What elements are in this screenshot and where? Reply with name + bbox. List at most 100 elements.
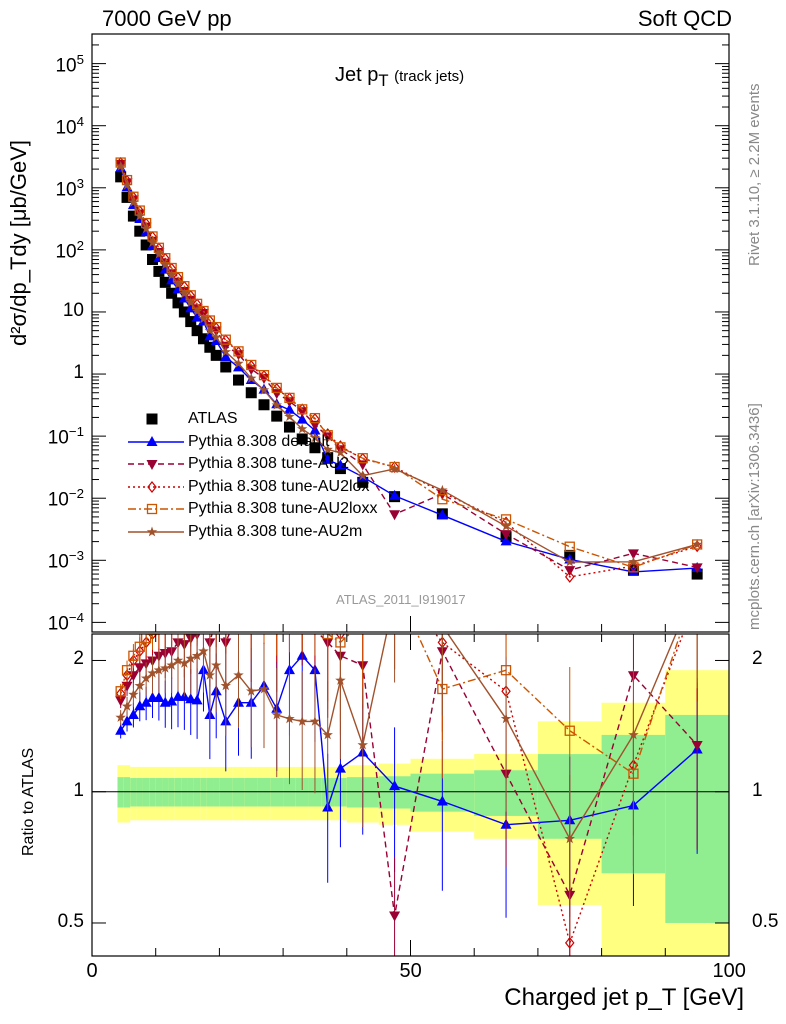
data-point — [178, 306, 190, 318]
ratio-point — [205, 599, 214, 608]
data-point — [259, 370, 269, 383]
ratio-point — [134, 680, 145, 691]
ratio-point — [246, 622, 257, 632]
ratio-point — [311, 585, 319, 595]
legend-swatch — [128, 460, 184, 471]
legend-swatch — [128, 526, 184, 537]
ratio-point — [693, 592, 701, 602]
data-point — [309, 432, 321, 443]
y-axis-label-ratio: Ratio to ATLAS — [20, 747, 37, 856]
x-tick-label: 0 — [86, 960, 98, 982]
data-point — [436, 509, 448, 520]
data-point — [322, 453, 334, 464]
ratio-point — [285, 582, 294, 591]
ratio-point — [206, 602, 214, 612]
ratio-point — [185, 693, 197, 704]
data-point — [357, 470, 368, 481]
ratio-point — [234, 586, 243, 595]
data-point — [140, 223, 152, 234]
inner-band-bin — [283, 778, 296, 807]
ratio-point — [391, 579, 399, 589]
axis-ticks — [91, 44, 730, 956]
ratio-point — [134, 700, 146, 711]
y-tick-label: 104 — [55, 113, 84, 139]
data-point — [185, 316, 197, 328]
y-tick-label: 10 — [62, 299, 84, 321]
data-point — [335, 447, 346, 458]
data-point — [220, 350, 232, 361]
data-point — [389, 489, 401, 500]
data-point — [147, 237, 158, 248]
data-point — [172, 278, 184, 289]
data-point — [127, 210, 139, 222]
data-point — [191, 305, 203, 316]
series-5-main — [115, 160, 703, 567]
legend-swatch — [128, 435, 184, 446]
x-tick-label: 100 — [712, 960, 746, 982]
plot-title-sub: T — [378, 71, 389, 90]
ratio-point — [211, 614, 222, 624]
data-point — [211, 331, 222, 342]
ratio-point — [140, 672, 152, 683]
data-point — [246, 372, 257, 383]
ratio-point — [221, 596, 230, 605]
data-point — [357, 476, 369, 488]
data-point — [271, 410, 283, 422]
ratio-point — [180, 609, 188, 619]
ratio-point — [198, 607, 209, 617]
data-point — [357, 453, 368, 464]
legend-label: Pythia 8.308 tune-AU2 — [188, 455, 349, 473]
data-point — [564, 556, 575, 567]
ratio-point — [199, 599, 207, 609]
y-tick-label: 105 — [55, 51, 84, 76]
ratio-point — [233, 607, 244, 617]
plot-title-main: Jet p — [335, 64, 379, 86]
data-point — [166, 269, 177, 280]
ratio-point — [259, 579, 268, 588]
ratio-point — [436, 795, 448, 806]
ratio-point — [235, 592, 243, 602]
data-point — [233, 358, 244, 368]
data-point — [220, 346, 231, 357]
data-point — [233, 361, 245, 372]
data-point — [246, 359, 257, 372]
ratio-y-tick-label: 1 — [73, 779, 84, 801]
data-point — [221, 334, 231, 347]
ratio-y-tick-label-right: 1 — [752, 779, 763, 801]
x-axis-label: Charged jet p_T [GeV] — [504, 984, 744, 1011]
inner-band-bin — [200, 778, 207, 807]
ratio-point — [309, 715, 321, 726]
data-point — [627, 549, 639, 560]
data-point — [134, 210, 145, 221]
ratio-point — [121, 665, 133, 676]
ratio-point — [134, 641, 145, 652]
ratio-point — [358, 618, 367, 627]
inner-band-bin — [142, 778, 150, 807]
data-point — [191, 325, 203, 337]
ratio-point — [121, 715, 133, 726]
data-point — [197, 333, 209, 345]
ratio-point — [173, 606, 182, 615]
data-point — [121, 191, 133, 203]
series-5-ratio — [115, 634, 698, 936]
legend-entry: Pythia 8.308 tune-AU2m — [128, 521, 377, 544]
mcplots-label: mcplots.cern.ch [arXiv:1306.3436] — [746, 403, 763, 630]
ratio-point — [134, 663, 146, 674]
data-point — [160, 259, 171, 270]
ratio-point — [297, 593, 308, 603]
data-point — [691, 563, 703, 574]
data-point — [204, 330, 216, 341]
ratio-point — [222, 599, 230, 609]
ratio-point — [284, 607, 295, 617]
legend-marker — [147, 480, 157, 493]
data-point — [284, 392, 295, 405]
ratio-point — [258, 600, 269, 610]
legend-entry: ATLAS — [128, 408, 377, 431]
data-point — [322, 444, 333, 454]
data-point — [437, 484, 448, 495]
ratio-point — [246, 685, 257, 696]
ratio-point — [297, 715, 308, 726]
ratio-point — [390, 579, 399, 588]
y-axis-label-main: d²σ/dp_Tdy [μb/GeV] — [6, 139, 31, 346]
